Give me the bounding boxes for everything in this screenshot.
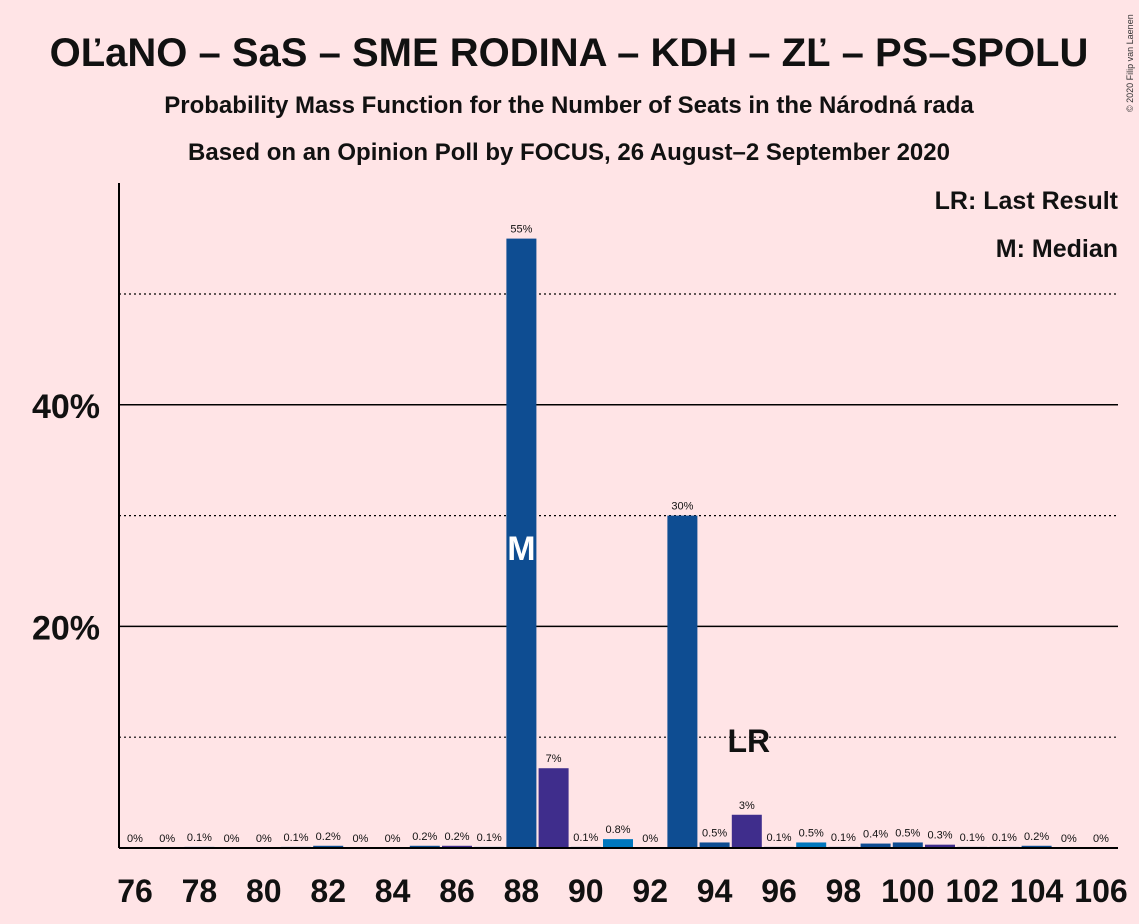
x-tick-label: 90 bbox=[568, 873, 604, 909]
bar-value-label: 3% bbox=[739, 800, 755, 812]
bar-value-label: 0.2% bbox=[316, 831, 341, 843]
bar-seat-95 bbox=[731, 814, 762, 848]
bar-value-label: 55% bbox=[510, 224, 532, 236]
x-tick-label: 82 bbox=[310, 873, 346, 909]
bar-value-label: 0% bbox=[352, 833, 368, 845]
bar-value-label: 0.5% bbox=[799, 827, 824, 839]
x-tick-label: 102 bbox=[946, 873, 999, 909]
y-tick-label: 40% bbox=[32, 388, 100, 426]
bar-value-label: 0.2% bbox=[1024, 831, 1049, 843]
bar-seat-93 bbox=[667, 515, 698, 848]
bar-seat-89 bbox=[538, 768, 569, 848]
legend-last-result: LR: Last Result bbox=[935, 187, 1119, 215]
bar-seat-85 bbox=[409, 845, 440, 848]
bar-value-label: 0.3% bbox=[927, 830, 952, 842]
chart-subtitle-2: Based on an Opinion Poll by FOCUS, 26 Au… bbox=[188, 139, 950, 166]
legend-median: M: Median bbox=[996, 235, 1118, 263]
median-marker: M bbox=[507, 530, 535, 568]
bar-seat-101 bbox=[925, 844, 955, 848]
bar-value-label: 7% bbox=[546, 753, 562, 765]
bar-value-label: 0.5% bbox=[895, 827, 920, 839]
bar-seat-99 bbox=[860, 843, 891, 848]
chart-subtitle-1: Probability Mass Function for the Number… bbox=[164, 92, 974, 119]
x-tick-label: 92 bbox=[632, 873, 668, 909]
x-tick-label: 84 bbox=[375, 873, 411, 909]
x-tick-label: 96 bbox=[761, 873, 797, 909]
x-tick-label: 80 bbox=[246, 873, 282, 909]
gridlines bbox=[119, 293, 1118, 738]
bar-value-label: 0.1% bbox=[283, 832, 308, 844]
bar-value-label: 0.1% bbox=[477, 832, 502, 844]
bar-seat-97 bbox=[796, 842, 827, 848]
bar-value-label: 0% bbox=[1061, 833, 1077, 845]
x-tick-label: 88 bbox=[504, 873, 540, 909]
bar-labels: 0% 0% 0.1% 0% 0% 0.1% 0.2% 0% 0% 0.2% 0.2% 0.1% 55% 7… bbox=[127, 224, 1109, 845]
bar-value-label: 0% bbox=[642, 833, 658, 845]
y-tick-labels: 20% 40% bbox=[32, 388, 100, 648]
x-tick-label: 78 bbox=[182, 873, 218, 909]
bar-value-label: 0.2% bbox=[444, 831, 469, 843]
x-tick-labels: 76 78 80 82 84 86 88 90 92 94 96 98 100 102 104 106 bbox=[117, 873, 1127, 909]
bar-value-label: 0.4% bbox=[863, 829, 888, 841]
bar-value-label: 0% bbox=[385, 833, 401, 845]
bar-value-label: 0.1% bbox=[992, 832, 1017, 844]
bar-value-label: 0% bbox=[159, 833, 175, 845]
bar-seat-88 bbox=[506, 238, 537, 849]
bar-seat-91 bbox=[603, 839, 633, 848]
bar-value-label: 0.2% bbox=[412, 831, 437, 843]
last-result-marker: LR bbox=[727, 723, 770, 759]
bar-value-label: 0% bbox=[1093, 833, 1109, 845]
y-tick-label: 20% bbox=[32, 609, 100, 647]
bars bbox=[184, 238, 1052, 849]
bar-value-label: 0% bbox=[256, 833, 272, 845]
bar-seat-104 bbox=[1021, 845, 1052, 848]
bar-seat-82 bbox=[313, 845, 344, 848]
x-tick-label: 106 bbox=[1074, 873, 1127, 909]
x-tick-label: 94 bbox=[697, 873, 733, 909]
bar-value-label: 30% bbox=[671, 501, 693, 513]
x-tick-label: 76 bbox=[117, 873, 153, 909]
bar-value-label: 0% bbox=[224, 833, 240, 845]
bar-value-label: 0.1% bbox=[766, 832, 791, 844]
copyright-notice: © 2020 Filip van Laenen bbox=[1125, 14, 1135, 112]
x-tick-label: 104 bbox=[1010, 873, 1064, 909]
chart-title: OĽaNO – SaS – SME RODINA – KDH – ZĽ – PS… bbox=[50, 31, 1089, 75]
bar-value-label: 0.1% bbox=[187, 832, 212, 844]
x-tick-label: 98 bbox=[826, 873, 862, 909]
bar-seat-100 bbox=[892, 842, 923, 848]
bar-value-label: 0.1% bbox=[960, 832, 985, 844]
bar-value-label: 0.1% bbox=[831, 832, 856, 844]
x-tick-label: 86 bbox=[439, 873, 475, 909]
markers: M LR bbox=[507, 530, 770, 759]
bar-value-label: 0% bbox=[127, 833, 143, 845]
bar-seat-86 bbox=[442, 845, 472, 848]
bar-seat-94 bbox=[699, 842, 730, 848]
x-tick-label: 100 bbox=[881, 873, 934, 909]
bar-value-label: 0.5% bbox=[702, 827, 727, 839]
bar-value-label: 0.1% bbox=[573, 832, 598, 844]
bar-value-label: 0.8% bbox=[605, 824, 630, 836]
